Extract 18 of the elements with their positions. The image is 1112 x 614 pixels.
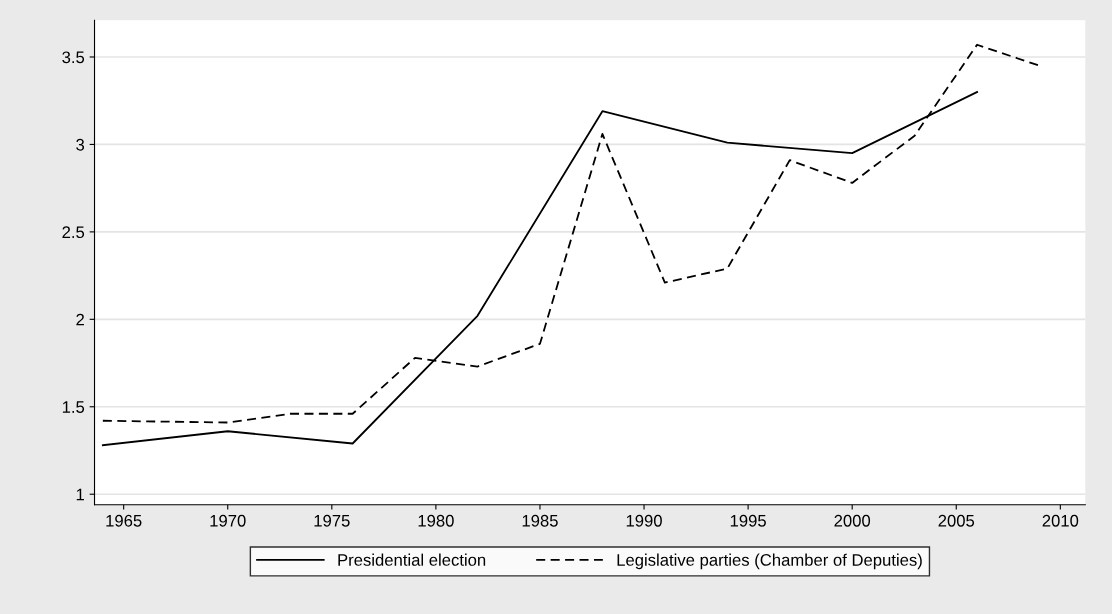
y-tick-label: 1.5 — [62, 401, 85, 413]
legend-label: Legislative parties (Chamber of Deputies) — [617, 553, 922, 570]
x-tick-label: 2010 — [1042, 514, 1079, 527]
y-tick-label: 2.5 — [62, 226, 85, 239]
y-tick-label: 1 — [76, 488, 84, 501]
x-tick-label: 1965 — [106, 514, 142, 527]
y-tick-label: 2 — [76, 313, 84, 326]
x-tick-label: 1970 — [210, 514, 246, 527]
x-tick-label: 2005 — [938, 514, 975, 527]
x-tick-label: 1980 — [418, 514, 454, 527]
x-tick-label: 2000 — [834, 514, 871, 527]
y-tick-label: 3.5 — [62, 51, 85, 64]
x-tick-label: 1985 — [522, 514, 558, 527]
y-tick-label: 3 — [76, 138, 85, 151]
x-tick-label: 1995 — [730, 514, 766, 527]
legend-label: Presidential election — [338, 553, 486, 566]
x-tick-label: 1975 — [314, 514, 350, 527]
x-tick-label: 1990 — [626, 514, 662, 527]
